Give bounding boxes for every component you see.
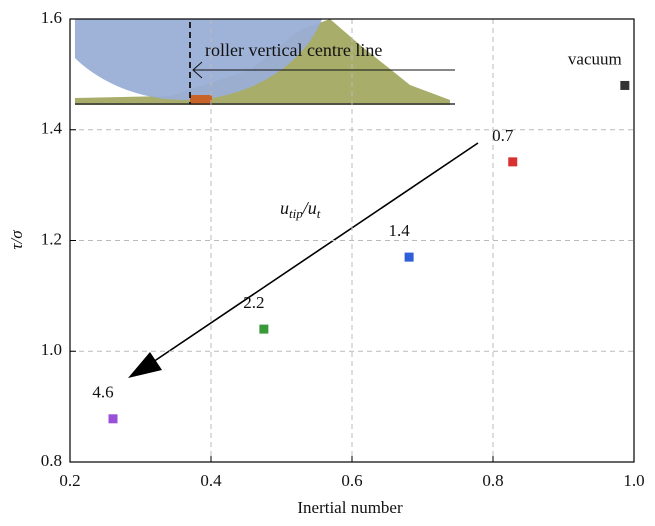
point xyxy=(508,157,518,167)
x-tick-label: 0.6 xyxy=(341,471,362,490)
arrow xyxy=(149,142,479,365)
inset-label: roller vertical centre line xyxy=(205,40,382,60)
x-tick-label: 0.8 xyxy=(482,471,503,490)
point xyxy=(404,252,414,262)
x-tick-label: 1.0 xyxy=(623,471,644,490)
x-axis-title: Inertial number xyxy=(297,498,403,517)
plot-frame xyxy=(69,18,635,463)
arrow-label-part: t xyxy=(317,206,321,221)
arrow-label-part: u xyxy=(280,198,289,218)
y-tick-label: 1.4 xyxy=(41,119,63,138)
point xyxy=(620,80,630,90)
inset-illustration xyxy=(75,19,455,105)
x-tick-label: 0.2 xyxy=(59,471,80,490)
point-label: vacuum xyxy=(568,49,622,68)
point-label: 4.6 xyxy=(92,383,113,402)
point-label: 1.4 xyxy=(388,221,410,240)
y-tick-label: 1.6 xyxy=(41,8,62,27)
y-axis-title: τ/σ xyxy=(7,230,26,250)
arrow-label-part: tip xyxy=(289,206,303,221)
y-tick-label: 0.8 xyxy=(41,451,62,470)
arrow-head xyxy=(128,352,162,378)
point-label: 0.7 xyxy=(492,126,514,145)
point xyxy=(259,324,269,334)
y-tick-label: 1.2 xyxy=(41,229,62,248)
arrow-label: utip/ut xyxy=(280,198,321,221)
arrow-label-part: /u xyxy=(302,198,317,218)
point xyxy=(108,414,118,424)
point-label: 2.2 xyxy=(243,293,264,312)
x-tick-label: 0.4 xyxy=(200,471,222,490)
y-tick-label: 1.0 xyxy=(41,340,62,359)
